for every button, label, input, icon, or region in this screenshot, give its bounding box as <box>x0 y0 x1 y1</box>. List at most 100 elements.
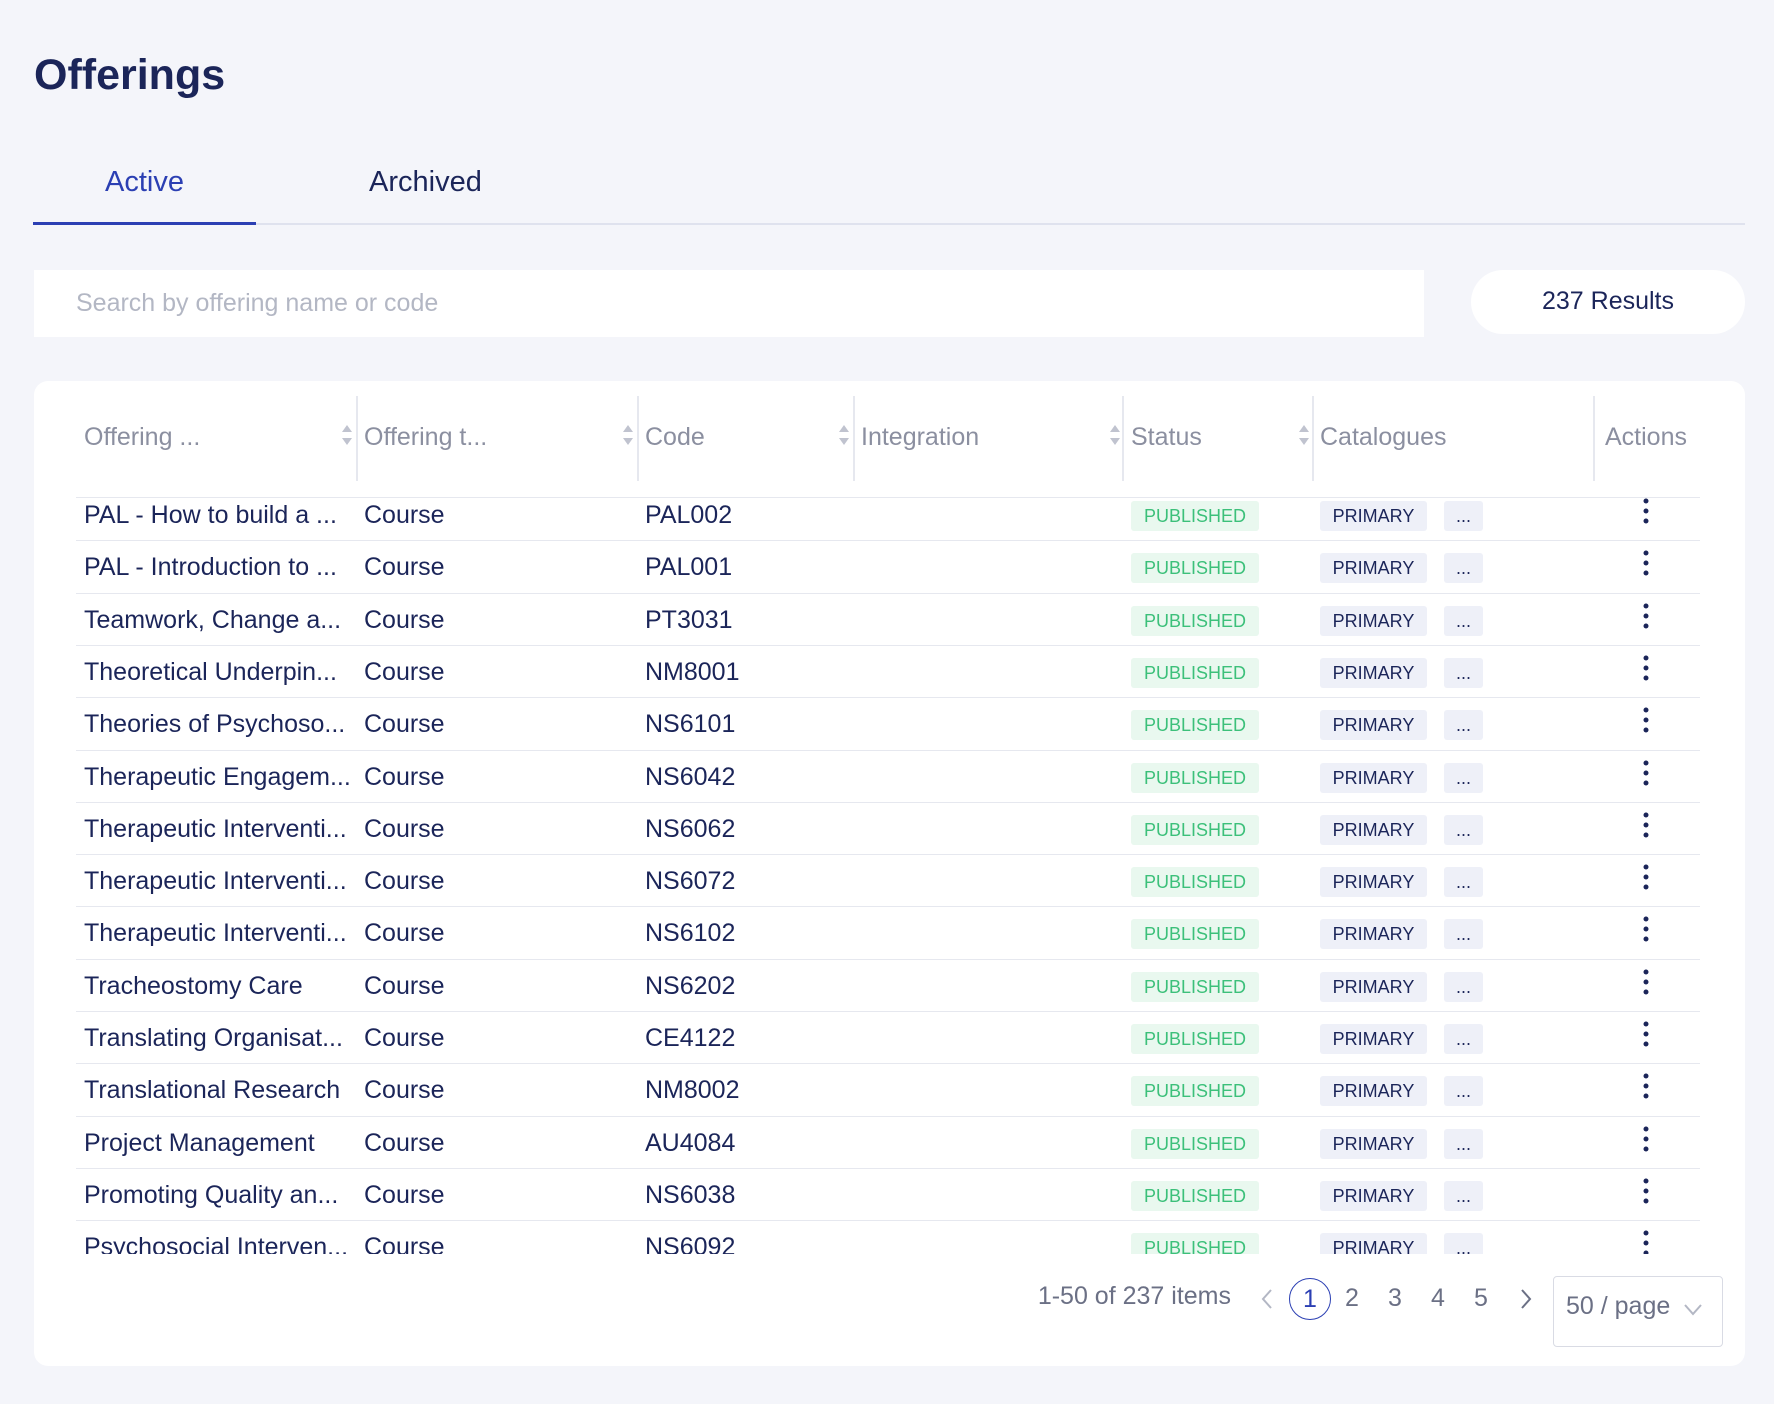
more-catalogues[interactable]: ... <box>1444 1024 1483 1054</box>
status-badge: PUBLISHED <box>1131 501 1259 531</box>
page-size: 50 / page <box>1566 1294 1670 1319</box>
actions-menu[interactable] <box>1641 759 1651 789</box>
status-badge: PUBLISHED <box>1131 919 1259 949</box>
sort-icon[interactable] <box>1108 424 1122 446</box>
sort-icon[interactable] <box>340 424 354 446</box>
more-catalogues[interactable]: ... <box>1444 658 1483 688</box>
actions-menu[interactable] <box>1641 968 1651 998</box>
offering-name: PAL - How to build a ... <box>84 503 337 528</box>
column-separator <box>1312 396 1314 481</box>
column-header[interactable]: Offering ... <box>84 425 200 450</box>
column-separator <box>637 396 639 481</box>
offering-code: NS6102 <box>645 921 735 946</box>
prev-page[interactable] <box>1259 1288 1275 1310</box>
actions-menu[interactable] <box>1641 654 1651 684</box>
table-row[interactable]: Translational ResearchCourseNM8002PUBLIS… <box>76 1063 1700 1116</box>
offering-name: Therapeutic Interventi... <box>84 869 347 894</box>
actions-menu[interactable] <box>1641 1177 1651 1207</box>
sort-icon[interactable] <box>621 424 635 446</box>
kebab-icon <box>1641 968 1651 998</box>
status-badge: PUBLISHED <box>1131 1181 1259 1211</box>
table-row[interactable]: Therapeutic Interventi...CourseNS6102PUB… <box>76 906 1700 959</box>
sort-icon[interactable] <box>1297 424 1311 446</box>
more-catalogues[interactable]: ... <box>1444 763 1483 793</box>
catalogue-badge: PRIMARY <box>1320 763 1427 793</box>
more-catalogues[interactable]: ... <box>1444 1076 1483 1106</box>
kebab-icon <box>1641 1125 1651 1155</box>
offering-type: Course <box>364 974 445 999</box>
column-separator <box>853 396 855 481</box>
tab[interactable]: Active <box>105 168 184 197</box>
page-link[interactable]: 2 <box>1332 1278 1372 1318</box>
sort-arrows <box>837 424 851 446</box>
actions-menu[interactable] <box>1641 863 1651 893</box>
table-row[interactable]: Teamwork, Change a...CoursePT3031PUBLISH… <box>76 593 1700 646</box>
current-page[interactable]: 1 <box>1289 1278 1331 1320</box>
column-header[interactable]: Status <box>1131 425 1202 450</box>
kebab-icon <box>1641 706 1651 736</box>
more-catalogues[interactable]: ... <box>1444 972 1483 1002</box>
column-header: Actions <box>1605 425 1687 450</box>
table-row[interactable]: Therapeutic Interventi...CourseNS6072PUB… <box>76 854 1700 907</box>
column-header: Catalogues <box>1320 425 1446 450</box>
more-catalogues[interactable]: ... <box>1444 1233 1483 1254</box>
page-link[interactable]: 3 <box>1375 1278 1415 1318</box>
kebab-icon <box>1641 654 1651 684</box>
next-page[interactable] <box>1518 1288 1534 1310</box>
more-catalogues[interactable]: ... <box>1444 815 1483 845</box>
actions-menu[interactable] <box>1641 498 1651 527</box>
table-row[interactable]: Tracheostomy CareCourseNS6202PUBLISHEDPR… <box>76 959 1700 1012</box>
sort-icon[interactable] <box>837 424 851 446</box>
table-row[interactable]: Project ManagementCourseAU4084PUBLISHEDP… <box>76 1116 1700 1169</box>
actions-menu[interactable] <box>1641 706 1651 736</box>
table-row[interactable]: Psychosocial Interven...CourseNS6092PUBL… <box>76 1220 1700 1254</box>
offering-name: Tracheostomy Care <box>84 974 303 999</box>
actions-menu[interactable] <box>1641 1020 1651 1050</box>
offering-name: Therapeutic Interventi... <box>84 921 347 946</box>
actions-menu[interactable] <box>1641 915 1651 945</box>
offering-type: Course <box>364 1131 445 1156</box>
column-header[interactable]: Code <box>645 425 705 450</box>
actions-menu[interactable] <box>1641 1229 1651 1254</box>
offering-type: Course <box>364 1026 445 1051</box>
more-catalogues[interactable]: ... <box>1444 1181 1483 1211</box>
kebab-icon <box>1641 602 1651 632</box>
status-badge: PUBLISHED <box>1131 1076 1259 1106</box>
actions-menu[interactable] <box>1641 602 1651 632</box>
table-row[interactable]: Theoretical Underpin...CourseNM8001PUBLI… <box>76 645 1700 698</box>
offering-code: NM8001 <box>645 660 740 685</box>
offering-code: CE4122 <box>645 1026 735 1051</box>
offering-type: Course <box>364 1235 445 1254</box>
page-link[interactable]: 5 <box>1461 1278 1501 1318</box>
actions-menu[interactable] <box>1641 549 1651 579</box>
more-catalogues[interactable]: ... <box>1444 867 1483 897</box>
table-row[interactable]: Translating Organisat...CourseCE4122PUBL… <box>76 1011 1700 1064</box>
tab[interactable]: Archived <box>369 168 482 197</box>
table-row[interactable]: Theories of Psychoso...CourseNS6101PUBLI… <box>76 697 1700 750</box>
column-header[interactable]: Offering t... <box>364 425 487 450</box>
table-row[interactable]: PAL - Introduction to ...CoursePAL001PUB… <box>76 540 1700 593</box>
dropdown-arrow <box>1684 1304 1702 1316</box>
page-link[interactable]: 4 <box>1418 1278 1458 1318</box>
table-body: PAL - How to build a ...CoursePAL002PUBL… <box>34 498 1745 1254</box>
column-header[interactable]: Integration <box>861 425 979 450</box>
kebab-icon <box>1641 549 1651 579</box>
more-catalogues[interactable]: ... <box>1444 710 1483 740</box>
status-badge: PUBLISHED <box>1131 763 1259 793</box>
more-catalogues[interactable]: ... <box>1444 1129 1483 1159</box>
table-row[interactable]: Promoting Quality an...CourseNS6038PUBLI… <box>76 1168 1700 1221</box>
actions-menu[interactable] <box>1641 1072 1651 1102</box>
more-catalogues[interactable]: ... <box>1444 553 1483 583</box>
offering-name: Psychosocial Interven... <box>84 1235 348 1254</box>
actions-menu[interactable] <box>1641 1125 1651 1155</box>
actions-menu[interactable] <box>1641 811 1651 841</box>
more-catalogues[interactable]: ... <box>1444 606 1483 636</box>
table-row[interactable]: PAL - How to build a ...CoursePAL002PUBL… <box>76 498 1700 541</box>
more-catalogues[interactable]: ... <box>1444 501 1483 531</box>
catalogue-badge: PRIMARY <box>1320 658 1427 688</box>
table-row[interactable]: Therapeutic Engagem...CourseNS6042PUBLIS… <box>76 750 1700 803</box>
table-row[interactable]: Therapeutic Interventi...CourseNS6062PUB… <box>76 802 1700 855</box>
column-separator <box>1122 396 1124 481</box>
more-catalogues[interactable]: ... <box>1444 919 1483 949</box>
